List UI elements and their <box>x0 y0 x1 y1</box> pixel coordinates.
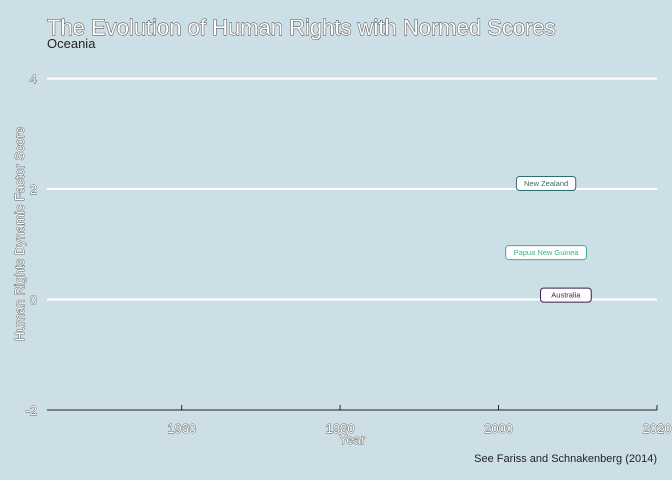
data-label-papua-new-guinea: Papua New Guinea <box>505 245 587 261</box>
x-tick-label-1: 1980 <box>326 421 355 436</box>
y-axis-title: Human Rights Dynamic Factor Score <box>12 127 27 342</box>
label-text-papua-new-guinea: Papua New Guinea <box>514 248 580 257</box>
y-tick-label-3: 4 <box>30 72 37 87</box>
x-axis-ticks: 1960 1980 2000 2020 <box>167 405 672 436</box>
chart-caption: See Fariss and Schnakenberg (2014) <box>474 453 657 465</box>
x-tick-label-2: 2000 <box>484 421 513 436</box>
data-label-australia: Australia <box>540 287 592 303</box>
chart-subtitle: Oceania <box>47 36 96 51</box>
country-labels: New Zealand Papua New Guinea Australia <box>505 176 592 303</box>
x-tick-label-0: 1960 <box>167 421 196 436</box>
x-axis-title: Year <box>339 432 366 447</box>
data-label-new-zealand: New Zealand <box>515 176 577 192</box>
chart-title: The Evolution of Human Rights with Norme… <box>47 15 556 40</box>
label-box-australia <box>540 287 592 303</box>
label-text-australia: Australia <box>551 291 581 300</box>
x-tick-label-3: 2020 <box>643 421 672 436</box>
y-axis-ticks: -2 0 2 4 <box>25 71 37 418</box>
label-text-new-zealand: New Zealand <box>524 179 568 188</box>
label-box-papua-new-guinea <box>505 245 587 261</box>
y-tick-label-1: 0 <box>30 293 37 308</box>
label-box-new-zealand <box>515 176 577 192</box>
y-tick-label-0: -2 <box>25 403 37 418</box>
y-tick-label-2: 2 <box>30 182 37 197</box>
